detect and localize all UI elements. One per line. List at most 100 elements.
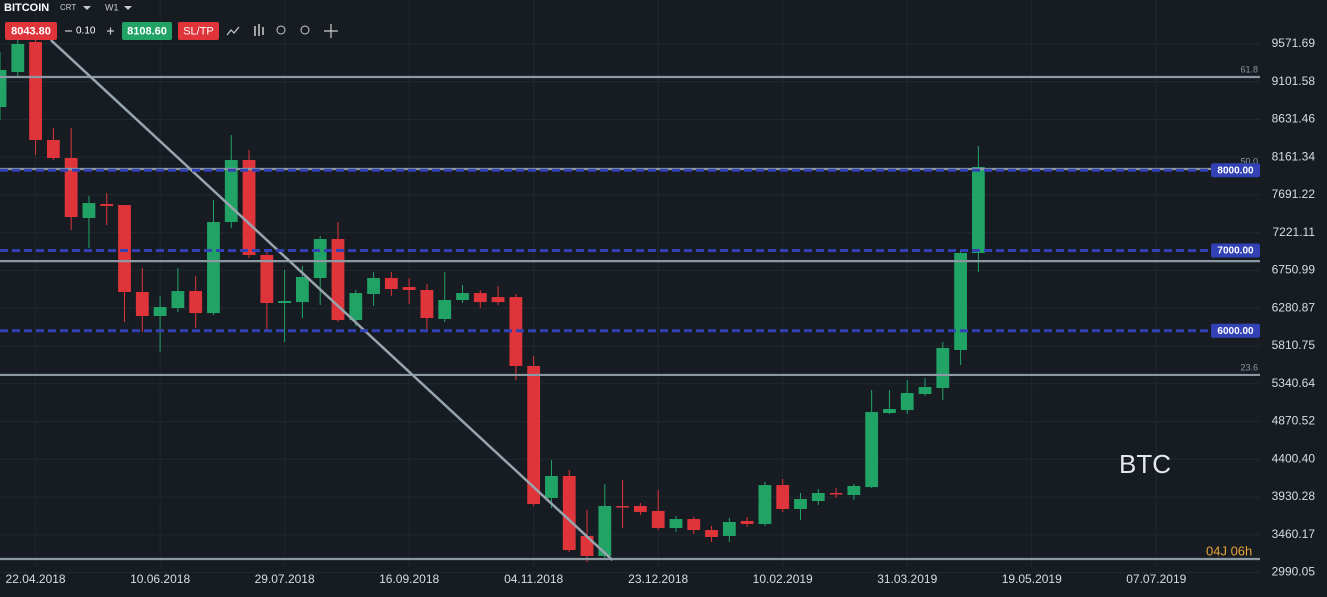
- candle-tool[interactable]: [254, 24, 264, 36]
- candle-body: [740, 521, 754, 524]
- x-tick-label: 29.07.2018: [255, 572, 315, 586]
- candle-body: [651, 510, 665, 529]
- sltp-button[interactable]: [178, 22, 219, 40]
- candle-body: [794, 499, 807, 509]
- candle-body: [598, 506, 612, 556]
- watermark: BTC: [1119, 449, 1171, 479]
- sell-price: 8043.80: [11, 25, 51, 37]
- fib-label: 23.6: [1240, 362, 1258, 372]
- candle-body: [29, 41, 42, 141]
- candle-body: [278, 301, 292, 304]
- line-tool[interactable]: [226, 26, 240, 36]
- chart-type[interactable]: CRT: [60, 3, 76, 12]
- y-tick-label: 2990.05: [1272, 565, 1316, 579]
- price-level-tag: [1211, 163, 1260, 178]
- y-tick-label: 3460.17: [1272, 527, 1316, 541]
- candle-body: [580, 535, 594, 556]
- buy-button[interactable]: [122, 22, 172, 40]
- y-tick-label: 8631.46: [1272, 112, 1316, 126]
- x-tick-label: 04.11.2018: [504, 572, 563, 586]
- candle-body: [438, 300, 452, 319]
- x-tick-label: 10.02.2019: [753, 572, 813, 586]
- candle-body: [491, 297, 505, 303]
- candle-body: [865, 412, 879, 488]
- candle-body: [509, 297, 523, 366]
- fib-label: 50.0: [1240, 156, 1258, 166]
- candle-body: [936, 347, 950, 388]
- x-tick-label: 31.03.2019: [877, 572, 937, 586]
- trend-line: [49, 39, 614, 561]
- candle-body: [900, 393, 914, 411]
- plot: BTC 61.8 50.0 23.6 8000.00 7000.00 6000.00 04J …: [0, 0, 1260, 573]
- y-tick-label: 9101.58: [1272, 74, 1316, 88]
- candle-body: [829, 492, 843, 495]
- y-tick-label: 5810.75: [1272, 338, 1316, 352]
- candle-body: [118, 205, 131, 293]
- candle-body: [527, 365, 541, 505]
- zoom-out[interactable]: [276, 25, 286, 35]
- lot-size[interactable]: 0.10: [76, 26, 96, 37]
- pan-tool[interactable]: [324, 24, 338, 38]
- candle-body: [705, 530, 718, 538]
- candle-body: [331, 239, 345, 321]
- candle-body: [296, 276, 309, 303]
- x-tick-label: 22.04.2018: [6, 572, 66, 586]
- candle-body: [954, 252, 967, 350]
- candle-body: [616, 506, 630, 508]
- timer: 04J 06h: [1206, 543, 1252, 558]
- candle-body: [367, 278, 380, 295]
- candle-body: [260, 254, 274, 304]
- candle-body: [189, 291, 203, 314]
- candle-body: [11, 43, 25, 72]
- x-tick-label: 16.09.2018: [379, 572, 439, 586]
- price-level-label: 8000.00: [1217, 165, 1254, 176]
- candle-body: [349, 293, 363, 321]
- y-tick-label: 4400.40: [1272, 451, 1316, 465]
- candle-body: [46, 140, 60, 158]
- candle-body: [776, 485, 790, 509]
- candle-body: [384, 278, 398, 290]
- candle-body: [64, 157, 78, 218]
- candle-body: [402, 287, 416, 291]
- candle-body: [0, 69, 7, 108]
- candle-body: [456, 293, 469, 301]
- y-tick-label: 9571.69: [1272, 36, 1316, 50]
- zoom-in[interactable]: [300, 25, 310, 35]
- candle-body: [971, 166, 985, 253]
- y-tick-label: 6750.99: [1272, 263, 1316, 277]
- candle-body: [633, 506, 647, 513]
- candle-body: [242, 160, 256, 255]
- x-tick-label: 19.05.2019: [1002, 572, 1062, 586]
- price-level-label: 7000.00: [1217, 246, 1254, 257]
- candle-body: [473, 293, 487, 303]
- candle-body: [207, 221, 220, 314]
- candle-body: [562, 475, 576, 551]
- x-tick-label: 10.06.2018: [130, 572, 190, 586]
- dropdown-arrow[interactable]: [83, 6, 91, 10]
- x-tick-label: 07.07.2019: [1126, 572, 1186, 586]
- candle-body: [224, 160, 238, 222]
- candle-body: [669, 519, 683, 529]
- candle-body: [722, 521, 736, 536]
- sltp-label: SL/TP: [183, 25, 214, 37]
- candle-body: [171, 291, 185, 308]
- dropdown-arrow[interactable]: [124, 6, 132, 10]
- buy-price: 8108.60: [127, 25, 167, 37]
- sell-button[interactable]: [5, 22, 57, 40]
- y-tick-label: 8161.34: [1272, 149, 1316, 163]
- candle-body: [153, 307, 167, 317]
- y-tick-label: 3930.28: [1272, 489, 1316, 503]
- candle-body: [811, 492, 825, 502]
- symbol[interactable]: BITCOIN: [4, 2, 49, 14]
- y-tick-label: 7691.22: [1272, 187, 1316, 201]
- candle-body: [100, 204, 114, 207]
- x-tick-label: 23.12.2018: [628, 572, 688, 586]
- candle-body: [82, 203, 96, 218]
- timeframe[interactable]: W1: [105, 2, 119, 12]
- plus-button[interactable]: [107, 27, 114, 35]
- candle-body: [545, 475, 558, 498]
- candle-body: [847, 486, 861, 496]
- price-level-tag: [1211, 323, 1260, 338]
- candle-body: [883, 409, 896, 414]
